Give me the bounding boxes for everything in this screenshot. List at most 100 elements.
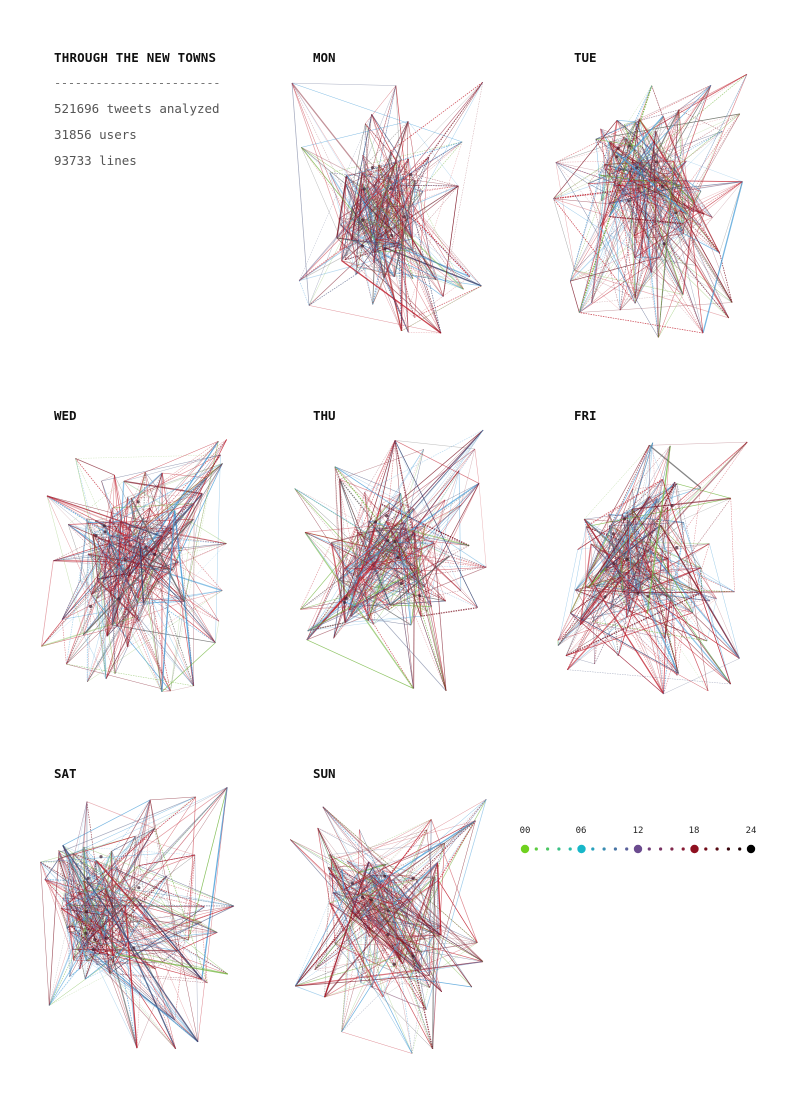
edge-line — [358, 529, 392, 577]
edge-line — [104, 475, 115, 527]
edge-line — [58, 852, 100, 924]
hub-node — [342, 600, 347, 605]
edge-line — [385, 876, 391, 887]
edge-line — [615, 121, 636, 170]
edge-line — [583, 519, 592, 545]
edge-line — [676, 483, 693, 613]
edge-line — [66, 835, 136, 929]
edge-line — [367, 522, 405, 621]
edge-line — [66, 861, 208, 984]
edge-line — [364, 898, 430, 976]
edge-line — [351, 218, 391, 229]
edge-line — [673, 161, 720, 253]
edge-line — [109, 543, 185, 602]
edge-line — [658, 522, 684, 583]
hub-node — [143, 545, 148, 550]
edge-line — [112, 507, 132, 531]
edge-line — [357, 532, 386, 546]
edge-line — [417, 580, 478, 608]
edge-line — [380, 532, 415, 562]
edge-line — [301, 147, 376, 241]
edge-line — [65, 891, 78, 894]
edge-line — [628, 171, 653, 273]
edge-line — [104, 561, 153, 570]
edge-line — [378, 870, 384, 897]
edge-line — [591, 142, 610, 303]
edge-line — [340, 224, 442, 334]
edge-line — [706, 598, 717, 641]
edge-line — [579, 179, 686, 313]
edge-line — [111, 851, 135, 898]
edge-line — [66, 634, 84, 665]
edge-line — [322, 806, 426, 940]
edge-line — [617, 140, 655, 185]
edge-line — [361, 188, 387, 217]
edge-line — [131, 441, 219, 537]
edge-line — [388, 174, 404, 207]
edge-line — [87, 922, 202, 949]
edge-line — [95, 520, 170, 569]
edge-line — [87, 554, 107, 680]
edge-line — [398, 470, 460, 534]
edge-line — [307, 615, 422, 631]
edge-line — [95, 520, 134, 548]
edge-line — [615, 151, 720, 254]
edge-line — [339, 479, 370, 535]
edge-line — [555, 162, 575, 271]
edge-line — [104, 875, 167, 935]
edge-line — [78, 943, 101, 951]
edge-line — [585, 481, 676, 588]
edge-line — [412, 505, 462, 577]
edge-line — [590, 543, 652, 578]
edge-line — [58, 852, 189, 941]
edge-line — [344, 429, 484, 569]
edge-line — [71, 787, 228, 950]
edge-line — [652, 199, 733, 303]
edge-line — [69, 859, 106, 935]
edge-line — [629, 180, 657, 184]
edge-line — [634, 161, 640, 198]
edge-line — [423, 483, 480, 587]
edge-line — [587, 183, 636, 304]
edge-line — [291, 82, 371, 213]
edge-line — [394, 174, 399, 277]
edge-line — [348, 527, 376, 611]
edge-line — [409, 900, 423, 953]
edge-line — [66, 927, 111, 974]
edge-line — [362, 154, 482, 287]
day-label-tue: TUE — [574, 50, 597, 65]
edge-line — [437, 935, 473, 988]
edge-line — [376, 240, 464, 290]
legend-small-dot — [602, 847, 606, 851]
edge-line — [351, 207, 377, 248]
edge-line — [584, 442, 653, 520]
edge-line — [730, 498, 735, 592]
edge-line — [331, 820, 476, 860]
edge-line — [145, 472, 150, 509]
edge-line — [40, 862, 74, 961]
edge-line — [393, 912, 427, 1010]
edge-line — [352, 907, 427, 1010]
edge-line — [58, 858, 92, 957]
edge-line — [361, 879, 394, 893]
edge-line — [400, 493, 402, 520]
hub-node — [611, 532, 615, 536]
edge-line — [300, 570, 359, 610]
edge-line — [638, 230, 683, 263]
legend-small-dot — [704, 847, 708, 851]
hub-node — [636, 591, 640, 595]
hub-node — [386, 909, 390, 913]
edge-line — [197, 787, 228, 1042]
edge-line — [58, 852, 89, 912]
edge-line — [131, 463, 223, 499]
edge-line — [92, 533, 116, 674]
hub-node — [603, 595, 607, 599]
edge-line — [162, 961, 208, 984]
edge-line — [66, 905, 235, 907]
edge-line — [381, 82, 483, 238]
edge-line — [138, 865, 235, 907]
edge-line — [392, 937, 397, 946]
edge-line — [58, 850, 105, 877]
edge-line — [356, 529, 377, 570]
edge-line — [373, 150, 391, 253]
